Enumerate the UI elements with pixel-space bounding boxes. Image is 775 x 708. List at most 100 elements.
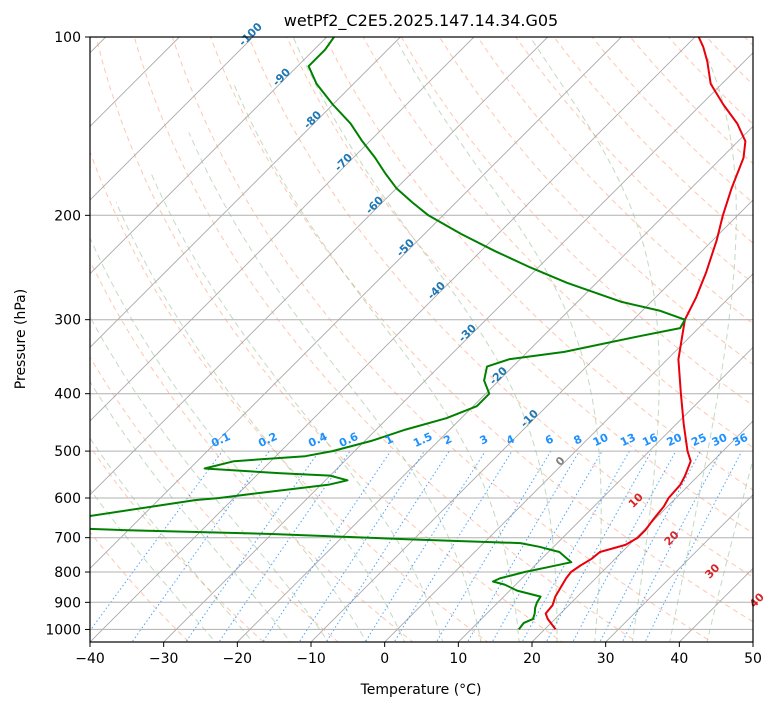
profile-lines [90,37,747,631]
dry-adiabat [90,259,414,642]
mixing-ratio-line [325,450,450,642]
x-tick-label: 30 [597,651,615,667]
adiabat-label: 10 [626,490,646,510]
dry-adiabat [735,0,775,654]
dry-adiabat [702,0,775,654]
moist-adiabat [292,37,558,642]
mixing-ratio-line [218,450,351,642]
mixing-ratio-line [599,450,701,642]
mixing-ratio-label: 0.2 [256,430,279,450]
y-tick-label: 300 [54,313,81,329]
y-axis-label: Pressure (hPa) [13,289,29,389]
mixing-ratio-line [572,450,677,642]
moist-adiabat [90,236,367,642]
isotherm [90,37,402,349]
isotherm [457,346,753,642]
dewpoint-line [90,37,686,631]
y-tick-label: 100 [54,30,81,46]
isotherm-label: -80 [301,108,324,131]
dry-adiabat [324,37,753,491]
mixing-ratio-line [90,450,223,632]
dry-adiabat [744,37,753,47]
dry-adiabat [171,37,713,642]
mixing-ratio-label: 20 [665,431,685,449]
isotherm-label: -90 [270,65,293,88]
mixing-ratio-line [466,450,580,642]
mixing-ratio-line [393,450,513,642]
mixing-ratio-line [131,450,270,642]
mixing-ratio-label: 36 [731,431,751,449]
mixing-ratio-label: 10 [591,431,611,449]
isotherm-label: -60 [363,193,386,216]
mixing-ratio-label: 8 [572,432,584,447]
y-tick-label: 600 [54,491,81,507]
moist-adiabat [90,315,329,642]
y-tick-label: 400 [54,387,81,403]
mixing-ratio-label: 1 [383,432,395,447]
moist-adiabat [188,132,482,642]
moist-adiabat [90,380,291,642]
y-tick-label: 700 [54,531,81,547]
chart-title: wetPf2_C2E5.2025.147.14.34.G05 [284,11,558,31]
mixing-ratio-label: 13 [618,431,637,449]
mixing-ratio-line [364,450,486,642]
isotherm [163,52,753,642]
mixing-ratio-label: 0.4 [306,430,329,450]
mixing-ratio-label: 0.6 [337,430,360,450]
plot-frame [89,36,754,643]
dry-adiabat [90,356,339,642]
x-tick-label: 10 [449,651,467,667]
mixing-ratio-label: 4 [504,432,517,447]
dry-adiabat [515,37,753,284]
moist-adiabat [233,83,520,642]
moist-adiabat [150,173,444,642]
isotherm [90,37,475,422]
dry-adiabat [705,37,753,86]
mixing-ratio-line [298,450,425,642]
isotherm [605,494,753,642]
y-tick-label: 800 [54,565,81,581]
isotherm [90,37,549,496]
mixing-ratio-label: 0.1 [209,430,232,450]
x-tick-label: −20 [223,651,253,667]
dry-adiabat [438,37,753,366]
adiabat-label: 20 [662,528,682,548]
moist-adiabat [90,488,216,642]
y-tick-label: 500 [54,444,81,460]
adiabat-label: 40 [747,590,767,610]
isotherm [752,641,753,642]
mixing-ratio-line [644,450,743,642]
mixing-ratio-label: 3 [478,432,490,447]
isotherm-label: -50 [394,236,417,259]
pressure-grid [90,37,753,630]
mixing-ratio-line [621,450,722,642]
x-tick-label: −30 [149,651,179,667]
dry-adiabat [362,37,753,449]
isotherm [384,273,753,642]
moist-adiabat [90,437,254,642]
isotherm [90,37,623,570]
x-tick-label: 20 [523,651,541,667]
dry-adiabat [90,150,489,642]
dry-adiabat [90,445,265,642]
y-tick-label: 900 [54,595,81,611]
dry-adiabat [286,37,753,534]
isotherm-label: -20 [487,364,510,387]
dry-adiabat [90,531,190,642]
isotherm [90,37,181,128]
dry-adiabat [248,37,753,578]
mixing-ratio-label: 25 [689,431,708,449]
isotherm [90,37,696,642]
mixing-ratio-label: 1.5 [411,430,434,450]
moist-adiabat [669,37,737,642]
moist-adiabat [115,201,406,642]
isotherm-label: -100 [236,20,265,49]
moist-adiabat [529,37,660,642]
adiabat-label: 30 [702,561,722,581]
temperature-line [544,37,747,631]
isotherm [236,125,753,642]
x-tick-label: 0 [380,651,389,667]
dry-adiabat [95,37,564,642]
background-lines [90,0,775,654]
